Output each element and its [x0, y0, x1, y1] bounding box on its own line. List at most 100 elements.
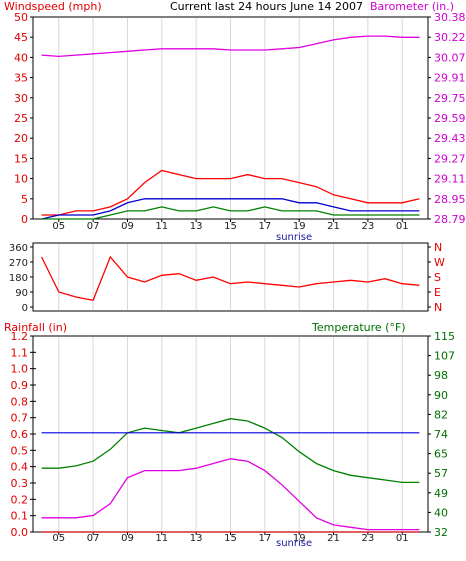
- y-tick-label: 0.8: [11, 395, 29, 408]
- y-tick-label: 0.2: [11, 493, 29, 506]
- x-tick-label: 05: [52, 221, 65, 232]
- y-tick-label: 0.1: [11, 510, 29, 523]
- wind-panel-x-ticks: 05 07 09 11 13 15 17 19 21 23 01: [52, 219, 409, 232]
- x-tick-label: 11: [155, 533, 168, 544]
- x-tick-label: 21: [327, 533, 340, 544]
- y-tick-label: 1.0: [11, 363, 29, 376]
- y-tick-label: 15: [14, 152, 28, 165]
- dewpoint-series-line: [41, 458, 420, 531]
- y-tick-label: 0.7: [11, 412, 29, 425]
- y2-tick-label: 57: [434, 467, 448, 480]
- y-tick-label: 180: [9, 273, 28, 284]
- rainfall-y-ticks: 0.0 0.1 0.2 0.3 0.4 0.5 0.6 0.7 0.8 0.9 1.0 1.1 1.2: [11, 330, 36, 539]
- windspeed-axis-title: Windspeed (mph): [4, 0, 102, 13]
- y2-tick-label: N: [434, 241, 442, 254]
- temperature-panel-series: [41, 418, 420, 533]
- y2-tick-label: 29.11: [434, 173, 466, 186]
- temperature-panel-grid: [58, 337, 403, 531]
- windspeed-y-ticks: 0 5 10 15 20 25 30 35 40 45 50: [14, 11, 33, 226]
- x-tick-label: 17: [258, 533, 271, 544]
- y2-tick-label: 40: [434, 506, 448, 519]
- x-tick-label: 01: [396, 533, 409, 544]
- x-tick-label: 11: [155, 221, 168, 232]
- x-tick-label: 09: [121, 533, 134, 544]
- wind_avg-series-line: [41, 198, 420, 220]
- y-tick-label: 25: [14, 112, 28, 125]
- y-tick-label: 10: [14, 173, 28, 186]
- y2-tick-label: 28.79: [434, 213, 466, 226]
- chart-title: Current last 24 hours June 14 2007: [170, 0, 363, 13]
- y-tick-label: 0.5: [11, 444, 29, 457]
- y-tick-label: 40: [14, 51, 28, 64]
- y2-tick-label: 30.07: [434, 51, 466, 64]
- rainfall-axis-title: Rainfall (in): [4, 321, 67, 334]
- y-tick-label: 360: [9, 243, 28, 254]
- x-tick-label: 15: [224, 221, 237, 232]
- y-tick-label: 0: [22, 303, 28, 314]
- y-tick-label: 50: [14, 11, 28, 24]
- y2-tick-label: 65: [434, 448, 448, 461]
- x-tick-label: 19: [293, 221, 306, 232]
- x-tick-label: 07: [87, 221, 100, 232]
- y-tick-label: 0: [21, 213, 28, 226]
- y2-tick-label: 115: [434, 330, 455, 343]
- x-tick-label: 05: [52, 533, 65, 544]
- y-tick-label: 0.6: [11, 428, 29, 441]
- y2-tick-label: 29.27: [434, 152, 466, 165]
- y2-tick-label: 49: [434, 487, 448, 500]
- y-tick-label: 0.9: [11, 379, 29, 392]
- y2-tick-label: 74: [434, 428, 448, 441]
- y-tick-label: 90: [15, 288, 28, 299]
- y2-tick-label: 28.95: [434, 193, 466, 206]
- direction-panel-grid: [58, 244, 403, 310]
- y-tick-label: 1.2: [11, 330, 29, 343]
- barometer-series-line: [41, 35, 420, 58]
- temperature-axis-title: Temperature (°F): [311, 321, 406, 334]
- y2-tick-label: 29.75: [434, 92, 466, 105]
- x-tick-label: 23: [362, 221, 375, 232]
- x-tick-label: 23: [362, 533, 375, 544]
- y2-tick-label: W: [434, 256, 445, 269]
- x-tick-label: 07: [87, 533, 100, 544]
- y2-tick-label: 98: [434, 369, 448, 382]
- y-tick-label: 0.3: [11, 477, 29, 490]
- y2-tick-label: 82: [434, 408, 448, 421]
- y2-tick-label: 30.22: [434, 31, 466, 44]
- y2-tick-label: 107: [434, 350, 455, 363]
- x-tick-label: 13: [190, 221, 203, 232]
- x-tick-label: 13: [190, 533, 203, 544]
- y-tick-label: 30: [14, 92, 28, 105]
- y-tick-label: 1.1: [11, 346, 29, 359]
- direction-y-ticks: 360 270 180 90 0: [9, 243, 33, 314]
- wind_low-series-line: [41, 206, 420, 220]
- barometer-axis-title: Barometer (in.): [370, 0, 454, 13]
- y2-tick-label: S: [434, 271, 441, 284]
- temperature-y-ticks: 32 40 49 57 65 74 82 90 98 107 115: [428, 330, 455, 539]
- y2-tick-label: 90: [434, 389, 448, 402]
- x-tick-label: 19: [293, 533, 306, 544]
- x-tick-label: 17: [258, 221, 271, 232]
- y-tick-label: 270: [9, 258, 28, 269]
- y-tick-label: 35: [14, 72, 28, 85]
- barometer-y-ticks: 28.79 28.95 29.11 29.27 29.43 29.59 29.75 29.91…: [428, 11, 466, 226]
- y2-tick-label: 32: [434, 526, 448, 539]
- y-tick-label: 20: [14, 132, 28, 145]
- y2-tick-label: 29.59: [434, 112, 466, 125]
- x-tick-label: 01: [396, 221, 409, 232]
- sunrise-label-bottom: sunrise: [276, 538, 312, 549]
- direction-series-line: [41, 255, 420, 302]
- y2-tick-label: E: [434, 286, 441, 299]
- sunrise-label-top: sunrise: [276, 232, 312, 243]
- y2-tick-label: 29.91: [434, 72, 466, 85]
- y2-tick-label: 29.43: [434, 132, 466, 145]
- x-tick-label: 21: [327, 221, 340, 232]
- wind-panel-series: [41, 35, 420, 220]
- temperature-series-line: [41, 418, 420, 484]
- x-tick-label: 15: [224, 533, 237, 544]
- y2-tick-label: 30.38: [434, 11, 466, 24]
- y-tick-label: 0.4: [11, 461, 29, 474]
- y2-tick-label: N: [434, 301, 442, 314]
